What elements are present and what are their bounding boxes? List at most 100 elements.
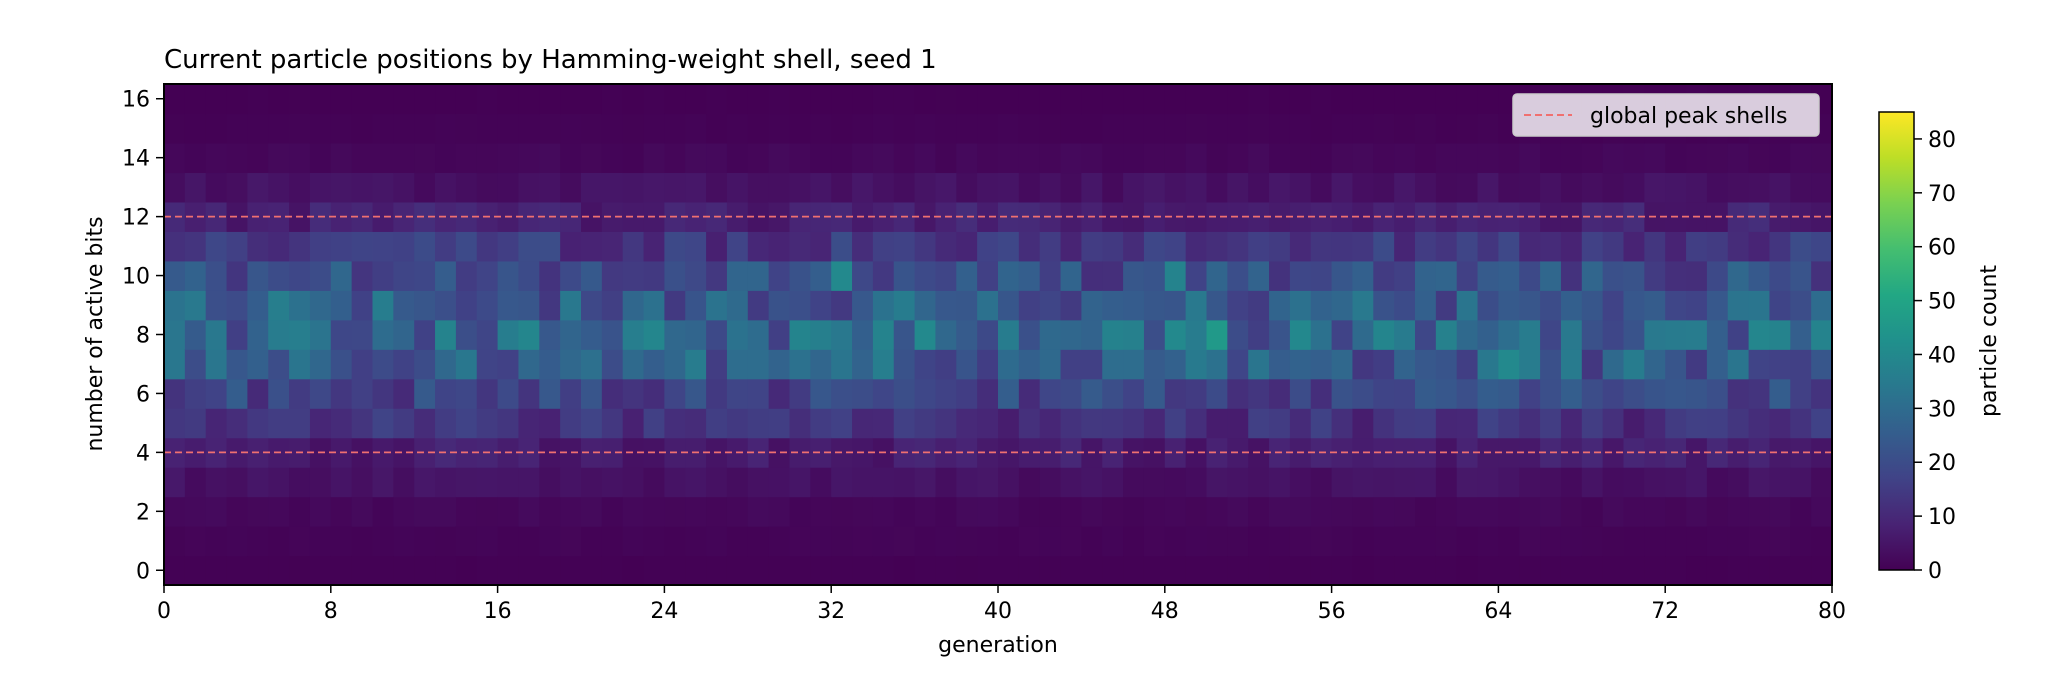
heatmap-cell <box>768 201 791 232</box>
heatmap-cell <box>560 84 582 115</box>
heatmap-cell <box>1706 290 1729 321</box>
heatmap-cell <box>1039 142 1062 174</box>
heatmap-cell <box>747 526 770 557</box>
heatmap-cell <box>1248 113 1270 144</box>
heatmap-cell <box>497 290 520 321</box>
heatmap-cell <box>268 378 290 409</box>
heatmap-cell <box>1769 290 1791 321</box>
heatmap-cell <box>1102 526 1124 557</box>
heatmap-cell <box>184 260 207 291</box>
heatmap-cell <box>1206 496 1228 527</box>
heatmap-cell <box>184 437 207 468</box>
heatmap-cell <box>622 526 645 557</box>
heatmap-cell <box>768 260 791 291</box>
heatmap-cell <box>601 467 624 498</box>
x-tick-label: 32 <box>817 599 845 624</box>
heatmap-cell <box>1686 526 1708 557</box>
heatmap-cell <box>1602 231 1625 262</box>
heatmap-cell <box>455 260 478 291</box>
heatmap-cell <box>1581 408 1604 439</box>
heatmap-cell <box>1477 496 1499 527</box>
heatmap-cell <box>226 172 248 203</box>
heatmap-cell <box>1748 231 1771 262</box>
heatmap-cell <box>372 290 394 321</box>
heatmap-cell <box>1269 555 1291 586</box>
heatmap-cell <box>247 231 269 262</box>
heatmap-cell <box>1060 260 1082 291</box>
heatmap-cell <box>1060 467 1082 498</box>
x-tick-label: 64 <box>1484 599 1512 624</box>
heatmap-cell <box>1519 467 1541 498</box>
heatmap-cell <box>956 142 978 174</box>
heatmap-cell <box>1602 467 1625 498</box>
heatmap-cell <box>1811 526 1833 557</box>
heatmap-cell <box>1018 113 1041 144</box>
heatmap-cell <box>435 349 457 380</box>
heatmap-cell <box>351 555 374 586</box>
heatmap-cell <box>1227 172 1249 203</box>
heatmap-cell <box>872 172 895 203</box>
heatmap-cell <box>810 408 832 439</box>
heatmap-cell <box>768 496 791 527</box>
heatmap-cell <box>664 142 686 174</box>
heatmap-cell <box>810 349 832 380</box>
heatmap-cell <box>1352 349 1374 380</box>
heatmap-cell <box>726 467 749 498</box>
heatmap-cell <box>1206 201 1228 232</box>
heatmap-cell <box>1560 319 1583 350</box>
x-tick-label: 40 <box>984 599 1012 624</box>
x-tick-label: 72 <box>1651 599 1679 624</box>
heatmap-cell <box>581 526 603 557</box>
heatmap-cell <box>1435 496 1458 527</box>
heatmap-cell <box>1185 319 1208 350</box>
heatmap-cell <box>1394 467 1416 498</box>
heatmap-cell <box>1540 467 1562 498</box>
heatmap-cell <box>518 378 540 409</box>
heatmap-cell <box>351 231 374 262</box>
heatmap-cell <box>205 496 228 527</box>
heatmap-cell <box>184 290 207 321</box>
heatmap-cell <box>1498 555 1520 586</box>
heatmap-cell <box>1560 201 1583 232</box>
heatmap-cell <box>1269 319 1291 350</box>
heatmap-cell <box>309 349 332 380</box>
heatmap-cell <box>247 526 269 557</box>
heatmap-cell <box>414 113 436 144</box>
heatmap-cell <box>1206 319 1228 350</box>
heatmap-cell <box>706 496 728 527</box>
heatmap-cell <box>1081 526 1103 557</box>
heatmap-cell <box>893 408 916 439</box>
heatmap-cell <box>1289 349 1312 380</box>
heatmap-cell <box>1143 260 1166 291</box>
heatmap-cell <box>351 142 374 174</box>
heatmap-cell <box>1060 172 1082 203</box>
heatmap-cell <box>852 555 874 586</box>
heatmap-cell <box>726 142 749 174</box>
heatmap-cell <box>435 260 457 291</box>
heatmap-cell <box>164 201 186 232</box>
heatmap-cell <box>1018 260 1041 291</box>
heatmap-cell <box>518 142 540 174</box>
heatmap-cell <box>1665 349 1687 380</box>
heatmap-cell <box>330 496 353 527</box>
heatmap-cell <box>956 319 978 350</box>
heatmap-cell <box>893 319 916 350</box>
heatmap-cell <box>1435 290 1458 321</box>
heatmap-cell <box>393 201 415 232</box>
heatmap-cell <box>1289 290 1312 321</box>
heatmap-cell <box>1206 437 1228 468</box>
heatmap-cell <box>1769 467 1791 498</box>
heatmap-cell <box>476 290 499 321</box>
heatmap-cell <box>476 142 499 174</box>
heatmap-cell <box>1727 496 1750 527</box>
heatmap-cell <box>1581 555 1604 586</box>
heatmap-cell <box>1227 201 1249 232</box>
heatmap-cell <box>1394 526 1416 557</box>
heatmap-cell <box>1373 555 1395 586</box>
heatmap-cell <box>351 172 374 203</box>
heatmap-cell <box>1227 290 1249 321</box>
heatmap-cell <box>1164 408 1187 439</box>
heatmap-cell <box>205 349 228 380</box>
heatmap-cell <box>914 408 937 439</box>
heatmap-cell <box>1373 408 1395 439</box>
